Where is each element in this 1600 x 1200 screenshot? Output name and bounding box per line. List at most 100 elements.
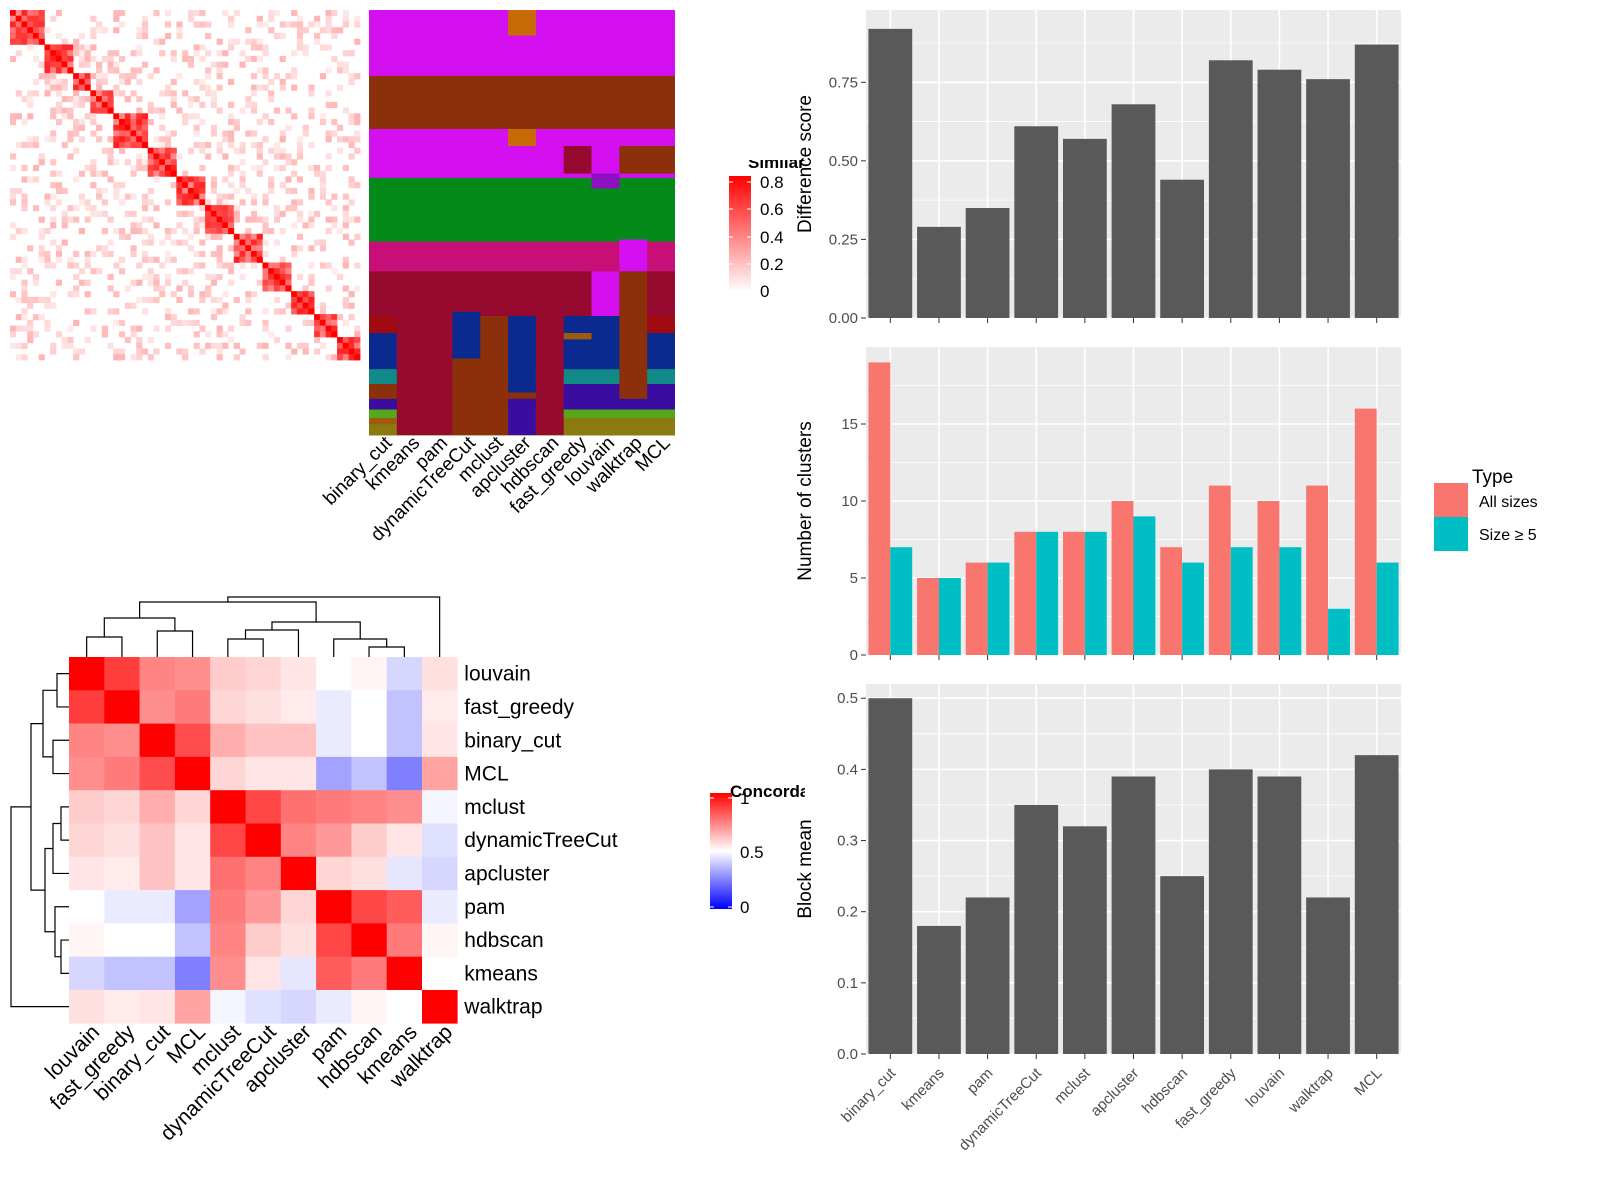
similarity-cell bbox=[32, 78, 40, 85]
similarity-cell bbox=[222, 61, 229, 68]
similarity-cell bbox=[342, 21, 349, 28]
similarity-cell bbox=[55, 170, 63, 177]
assignment-cell bbox=[535, 316, 564, 435]
concordance-cell bbox=[386, 890, 423, 924]
similarity-cell bbox=[308, 302, 315, 309]
concordance-cell bbox=[104, 956, 140, 991]
similarity-cell bbox=[90, 130, 97, 137]
concordance-legend-tick-label: 1 bbox=[740, 789, 749, 808]
similarity-cell bbox=[228, 141, 235, 149]
similarity-legend-tick-label: 0.8 bbox=[760, 173, 784, 192]
similarity-cell bbox=[291, 67, 298, 74]
similarity-cell bbox=[337, 67, 344, 74]
concordance-cell bbox=[386, 790, 423, 824]
similarity-cell bbox=[136, 67, 143, 74]
concordance-cell bbox=[351, 856, 387, 891]
similarity-cell bbox=[130, 170, 137, 177]
similarity-cell bbox=[38, 32, 45, 40]
similarity-cell bbox=[107, 216, 114, 223]
similarity-cell bbox=[193, 130, 200, 137]
bar bbox=[917, 925, 961, 1054]
concordance-colorbar bbox=[710, 793, 732, 909]
similarity-cell bbox=[291, 348, 298, 355]
similarity-cell bbox=[141, 199, 149, 206]
concordance-cell bbox=[69, 690, 105, 724]
similarity-cell bbox=[210, 233, 217, 240]
concordance-cell bbox=[174, 756, 211, 791]
similarity-cell bbox=[153, 205, 160, 212]
similarity-cell bbox=[348, 78, 355, 85]
concordance-cell bbox=[210, 657, 246, 691]
similarity-cell bbox=[147, 164, 154, 172]
similarity-cell bbox=[107, 50, 114, 57]
similarity-cell bbox=[228, 15, 235, 22]
similarity-cell bbox=[124, 337, 131, 344]
similarity-cell bbox=[228, 205, 235, 212]
similarity-cell bbox=[210, 296, 217, 304]
concordance-cell bbox=[139, 756, 176, 791]
similarity-cell bbox=[342, 210, 349, 217]
similarity-cell bbox=[308, 193, 315, 200]
similarity-cell bbox=[262, 193, 269, 200]
similarity-cell bbox=[273, 32, 281, 40]
similarity-cell bbox=[262, 199, 269, 206]
similarity-cell bbox=[273, 210, 281, 217]
similarity-cell bbox=[90, 325, 97, 332]
concordance-cell bbox=[422, 823, 458, 858]
similarity-cell bbox=[256, 141, 263, 149]
similarity-cell bbox=[216, 38, 223, 45]
similarity-cell bbox=[291, 250, 298, 258]
legend-key-all-sizes bbox=[1434, 483, 1468, 517]
similarity-cell bbox=[250, 130, 258, 137]
similarity-cell bbox=[354, 119, 361, 126]
similarity-cell bbox=[187, 187, 195, 195]
similarity-cell bbox=[302, 130, 309, 137]
similarity-cell bbox=[61, 55, 68, 63]
bar bbox=[1257, 69, 1302, 318]
cluster-assignment-column-labels: binary_cutkmeanspamdynamicTreeCutmclusta… bbox=[320, 432, 675, 545]
similarity-cell bbox=[268, 78, 275, 85]
similarity-cell bbox=[262, 268, 269, 275]
dendrogram-branch bbox=[103, 617, 176, 637]
similarity-cell bbox=[27, 176, 34, 183]
similarity-cell bbox=[164, 279, 172, 286]
similarity-cell bbox=[325, 319, 332, 326]
similarity-cell bbox=[84, 279, 91, 286]
similarity-cell bbox=[302, 308, 309, 315]
similarity-cell bbox=[182, 170, 189, 177]
similarity-cell bbox=[38, 159, 45, 166]
similarity-cell bbox=[342, 342, 349, 349]
similarity-cell bbox=[262, 325, 269, 332]
similarity-cell bbox=[239, 147, 246, 154]
similarity-cell bbox=[50, 61, 57, 68]
similarity-cell bbox=[164, 159, 172, 166]
similarity-cell bbox=[239, 262, 246, 269]
concordance-cell bbox=[280, 823, 317, 858]
similarity-cell bbox=[228, 228, 235, 235]
similarity-cell bbox=[21, 279, 28, 286]
concordance-row-label: MCL bbox=[464, 763, 508, 786]
similarity-cell bbox=[136, 342, 143, 349]
similarity-cell bbox=[113, 130, 120, 137]
similarity-cell bbox=[319, 170, 326, 177]
concordance-cell bbox=[69, 723, 105, 758]
concordance-cell bbox=[351, 956, 387, 991]
similarity-cell bbox=[193, 96, 200, 103]
similarity-cell bbox=[239, 141, 246, 149]
similarity-cell bbox=[337, 136, 344, 143]
similarity-cell bbox=[337, 124, 344, 131]
similarity-cell bbox=[50, 107, 57, 114]
similarity-cell bbox=[153, 348, 160, 355]
similarity-cell bbox=[291, 113, 298, 120]
similarity-cell bbox=[216, 222, 223, 229]
similarity-cell bbox=[216, 228, 223, 235]
similarity-cell bbox=[73, 101, 80, 108]
concordance-dendrograms bbox=[10, 596, 441, 1008]
similarity-cell bbox=[319, 319, 326, 326]
x-tick-label: MCL bbox=[1351, 1065, 1385, 1099]
similarity-cell bbox=[136, 136, 143, 143]
similarity-cell bbox=[61, 67, 68, 74]
similarity-cell bbox=[130, 136, 137, 143]
similarity-cell bbox=[228, 44, 235, 51]
similarity-cell bbox=[239, 348, 246, 355]
